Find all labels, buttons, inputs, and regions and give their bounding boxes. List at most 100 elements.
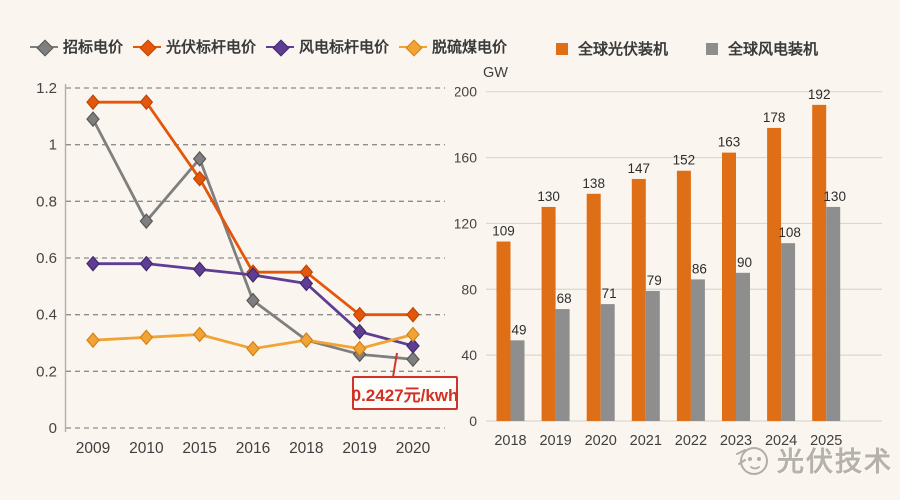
x-axis-tick-label: 2021 [630, 433, 662, 449]
wind-capacity-bar [555, 309, 570, 421]
watermark-text: 光伏技术 [777, 446, 893, 477]
x-axis-tick-label: 2015 [182, 440, 216, 457]
watermark-logo-icon [736, 447, 768, 475]
y-axis-tick-label: 40 [461, 347, 477, 363]
y-axis-tick-label: 0.8 [36, 193, 57, 210]
pv-capacity-bar [496, 241, 511, 421]
wind-capacity-bar [600, 304, 615, 421]
bar-value-label: 108 [778, 225, 801, 240]
annotation-text: 0.2427元/kwh [351, 385, 459, 405]
line-diamond-marker-icon [30, 39, 58, 56]
legend-item-pv-benchmark-price: 光伏标杆电价 [133, 36, 256, 57]
data-point-marker [406, 351, 420, 368]
data-point-marker [299, 275, 314, 292]
y-axis-tick-label: 120 [455, 215, 477, 231]
wind-capacity-bar [781, 243, 796, 421]
data-point-marker [406, 326, 420, 343]
bar-value-label: 79 [647, 273, 662, 288]
x-axis-tick-label: 2019 [342, 440, 376, 457]
x-axis-tick-label: 2020 [396, 440, 431, 457]
data-point-marker [192, 150, 207, 167]
x-axis-tick-label: 2025 [810, 433, 842, 449]
y-axis-tick-label: 80 [461, 281, 477, 297]
bar-value-label: 49 [511, 322, 526, 337]
legend-item-wind-benchmark-price: 风电标杆电价 [266, 36, 389, 57]
x-axis-tick-label: 2020 [585, 433, 617, 449]
watermark: 光伏技术 [733, 438, 893, 480]
x-axis-tick-label: 2024 [765, 433, 797, 449]
pv-capacity-bar [541, 206, 556, 421]
wind-capacity-bar [510, 340, 525, 421]
legend-item-global-pv-capacity: 全球光伏装机 [556, 38, 668, 59]
global-installed-capacity-bar-chart: GW 200 160 120 80 40 0 109 49 2018 130 68 2019 138 71 2… [455, 65, 882, 449]
pv-capacity-bar [767, 127, 782, 421]
data-point-marker [139, 255, 154, 272]
line-series [91, 118, 414, 361]
data-point-marker [406, 337, 420, 354]
data-point-marker [299, 332, 314, 349]
bar-value-label: 192 [808, 87, 831, 102]
pv-capacity-bar [722, 152, 736, 422]
y-axis-tick-label: 1 [49, 137, 57, 154]
legend-item-bid-price: 招标电价 [30, 36, 123, 57]
bar-value-label: 152 [673, 153, 696, 168]
legend-label: 招标电价 [63, 39, 124, 56]
y-axis-tick-label: 0.6 [36, 250, 57, 267]
data-point-marker [352, 323, 367, 340]
pv-capacity-bar [586, 193, 601, 421]
pv-capacity-bar [631, 178, 646, 421]
legend-label: 全球光伏装机 [578, 41, 669, 58]
legend-label: 全球风电装机 [728, 41, 819, 58]
electricity-price-line-chart: 1.2 1 0.8 0.6 0.4 0.2 0 2009 2010 2015 2016 2018 201… [36, 80, 445, 457]
data-point-marker [352, 340, 367, 357]
bar-value-label: 90 [737, 255, 752, 270]
y-axis-tick-label: 200 [455, 84, 477, 100]
line-diamond-marker-icon [133, 39, 162, 56]
legend-item-coal-price: 脱硫煤电价 [399, 36, 507, 57]
y-axis-tick-label: 160 [455, 150, 477, 166]
bar-value-label: 163 [718, 135, 741, 150]
wind-capacity-bar [690, 279, 705, 421]
y-axis-tick-label: 0 [49, 420, 57, 437]
data-point-marker [192, 170, 207, 187]
x-axis-tick-label: 2019 [539, 433, 571, 449]
annotation-leader-line [392, 352, 398, 378]
bar-value-label: 130 [537, 189, 560, 204]
y-axis-tick-label: 0 [469, 413, 477, 429]
legend-item-global-wind-capacity: 全球风电装机 [706, 38, 818, 59]
wind-capacity-bar [645, 290, 660, 421]
price-chart-legend: 招标电价 光伏标杆电价 风电标杆电价 脱硫煤电价 [30, 36, 507, 57]
x-axis-tick-label: 2018 [494, 433, 526, 449]
line-diamond-marker-icon [399, 39, 428, 56]
bar-value-label: 68 [557, 291, 572, 306]
data-point-marker [139, 213, 154, 230]
bar-value-label: 86 [692, 261, 707, 276]
data-point-marker [86, 94, 100, 111]
x-axis-tick-label: 2018 [289, 440, 323, 457]
data-point-marker [86, 332, 100, 349]
x-axis-tick-label: 2023 [720, 433, 752, 449]
price-annotation-callout: 0.2427元/kwh [352, 376, 458, 410]
legend-label: 脱硫煤电价 [432, 39, 508, 56]
data-point-marker [406, 306, 420, 323]
bar-value-label: 109 [492, 224, 515, 239]
bar-value-label: 178 [763, 110, 786, 125]
capacity-chart-legend: 全球光伏装机 全球风电装机 [556, 38, 818, 59]
x-axis-tick-label: 2016 [236, 440, 270, 457]
data-point-marker [192, 326, 207, 343]
y-axis-unit-label: GW [483, 65, 508, 81]
x-axis-tick-label: 2022 [675, 433, 707, 449]
line-diamond-marker-icon [266, 39, 295, 56]
legend-label: 风电标杆电价 [299, 39, 390, 56]
data-point-marker [246, 292, 260, 309]
data-point-marker [139, 329, 154, 346]
y-axis-tick-label: 0.4 [36, 307, 57, 324]
data-point-marker [192, 261, 207, 278]
square-marker-icon [706, 42, 719, 55]
pv-capacity-bar [812, 104, 827, 421]
bar-value-label: 147 [628, 161, 651, 176]
square-marker-icon [556, 42, 568, 55]
data-point-marker [246, 267, 260, 283]
data-point-marker [86, 111, 100, 128]
wind-capacity-bar [736, 272, 750, 421]
